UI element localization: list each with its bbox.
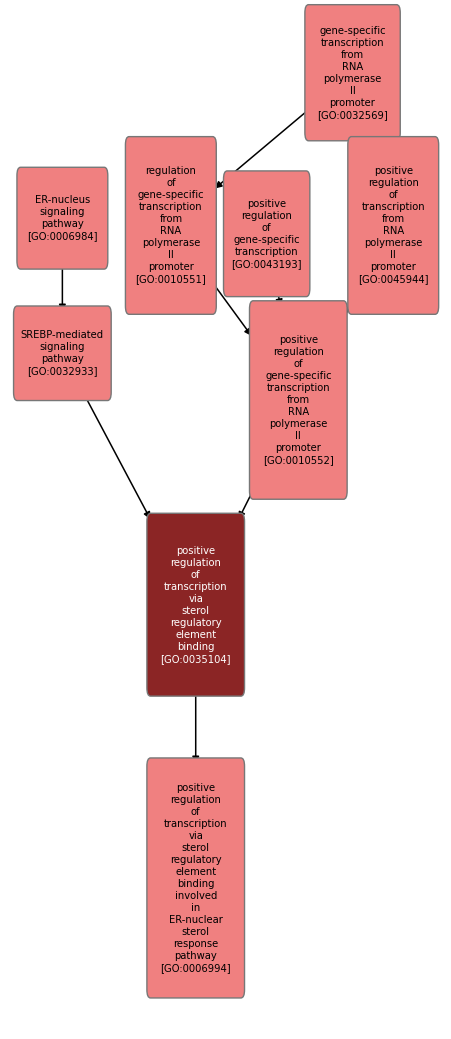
FancyBboxPatch shape [304,4,400,140]
FancyBboxPatch shape [147,513,244,696]
FancyBboxPatch shape [223,170,309,297]
Text: positive
regulation
of
gene-specific
transcription
from
RNA
polymerase
II
promot: positive regulation of gene-specific tra… [262,335,333,465]
Text: positive
regulation
of
gene-specific
transcription
[GO:0043193]: positive regulation of gene-specific tra… [231,198,301,269]
FancyBboxPatch shape [147,758,244,997]
Text: positive
regulation
of
transcription
from
RNA
polymerase
II
promoter
[GO:0045944: positive regulation of transcription fro… [357,166,428,285]
Text: positive
regulation
of
transcription
via
sterol
regulatory
element
binding
invol: positive regulation of transcription via… [160,783,230,973]
FancyBboxPatch shape [249,301,346,500]
Text: regulation
of
gene-specific
transcription
from
RNA
polymerase
II
promoter
[GO:00: regulation of gene-specific transcriptio… [135,166,206,285]
FancyBboxPatch shape [125,136,216,314]
Text: SREBP-mediated
signaling
pathway
[GO:0032933]: SREBP-mediated signaling pathway [GO:003… [21,330,104,376]
Text: positive
regulation
of
transcription
via
sterol
regulatory
element
binding
[GO:0: positive regulation of transcription via… [160,545,230,664]
FancyBboxPatch shape [14,305,111,400]
Text: gene-specific
transcription
from
RNA
polymerase
II
promoter
[GO:0032569]: gene-specific transcription from RNA pol… [317,26,387,119]
FancyBboxPatch shape [347,136,437,314]
Text: ER-nucleus
signaling
pathway
[GO:0006984]: ER-nucleus signaling pathway [GO:0006984… [27,195,97,241]
FancyBboxPatch shape [17,167,108,269]
